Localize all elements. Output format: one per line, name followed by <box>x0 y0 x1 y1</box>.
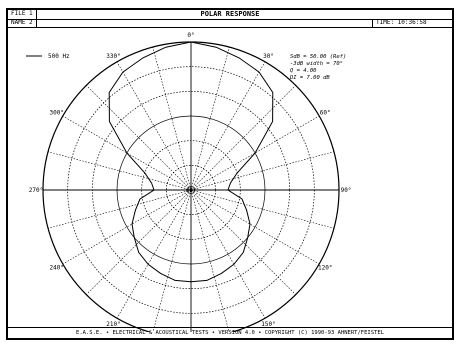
title-row: FILE 1 POLAR RESPONSE <box>8 10 452 20</box>
grid-spoke-150 <box>190 189 266 319</box>
grid-spoke-300 <box>62 115 192 191</box>
angle-label-300: 300° <box>50 110 64 117</box>
info-box: SdB = 50.00 (Ref)-3dB width = 70°Q = 4.0… <box>289 54 346 81</box>
name-label: NAME 2 <box>11 19 33 26</box>
info-line-3: Q = 4.00 <box>290 68 317 74</box>
grid-spoke-30 <box>190 61 266 191</box>
subtitle-row: NAME 2 TIME: 10:36:58 <box>8 19 452 28</box>
grid-spoke-195 <box>152 189 192 332</box>
angle-label-270: 270° <box>29 187 43 194</box>
time-label: TIME: 10:36:58 <box>372 19 452 27</box>
footer: E.A.S.E. • ELECTRICAL & ACOUSTICAL TESTS… <box>8 327 452 338</box>
plot-frame: FILE 1 POLAR RESPONSE NAME 2 TIME: 10:36… <box>6 8 454 340</box>
grid-spoke-75 <box>190 151 335 191</box>
legend: 500 Hz <box>26 53 70 60</box>
angle-label-330: 330° <box>106 53 120 60</box>
angle-label-60: 60° <box>320 110 331 117</box>
grid-spoke-45 <box>190 85 296 191</box>
angle-label-0: 0° <box>187 32 194 39</box>
polar-grid <box>42 41 340 332</box>
grid-spoke-315 <box>86 85 192 191</box>
grid-spoke-210 <box>116 189 192 319</box>
angle-label-210: 210° <box>106 321 120 328</box>
info-line-1: SdB = 50.00 (Ref) <box>290 54 346 60</box>
grid-spoke-330 <box>116 61 192 191</box>
grid-spoke-105 <box>190 189 335 229</box>
grid-spoke-240 <box>62 189 192 265</box>
info-line-2: -3dB width = 70° <box>290 61 343 67</box>
grid-spoke-135 <box>190 189 296 295</box>
angle-label-120: 120° <box>318 265 332 272</box>
angle-label-150: 150° <box>261 321 275 328</box>
center-label: dBr <box>186 187 197 194</box>
grid-spoke-120 <box>190 189 320 265</box>
grid-spoke-345 <box>152 46 192 191</box>
grid-spoke-60 <box>190 115 320 191</box>
chart-title: POLAR RESPONSE <box>200 10 260 18</box>
file-label: FILE 1 <box>11 10 33 17</box>
grid-spoke-285 <box>47 151 192 191</box>
legend-entry: 500 Hz <box>48 53 70 60</box>
header-divider <box>36 10 37 27</box>
angle-labels: 0°30°60°90°120°150°180°210°240°270°300°3… <box>29 32 352 328</box>
angle-label-240: 240° <box>50 265 64 272</box>
angle-label-90: 90° <box>341 187 352 194</box>
info-line-4: DI = 7.00 dB <box>289 75 330 81</box>
grid-spoke-225 <box>86 189 192 295</box>
grid-spoke-165 <box>190 189 230 332</box>
grid-spoke-255 <box>47 189 192 229</box>
polar-plot: 0°30°60°90°120°150°180°210°240°270°300°3… <box>26 32 352 332</box>
grid-spoke-15 <box>190 46 230 191</box>
series-500hz-line <box>108 41 274 283</box>
angle-label-30: 30° <box>263 53 274 60</box>
